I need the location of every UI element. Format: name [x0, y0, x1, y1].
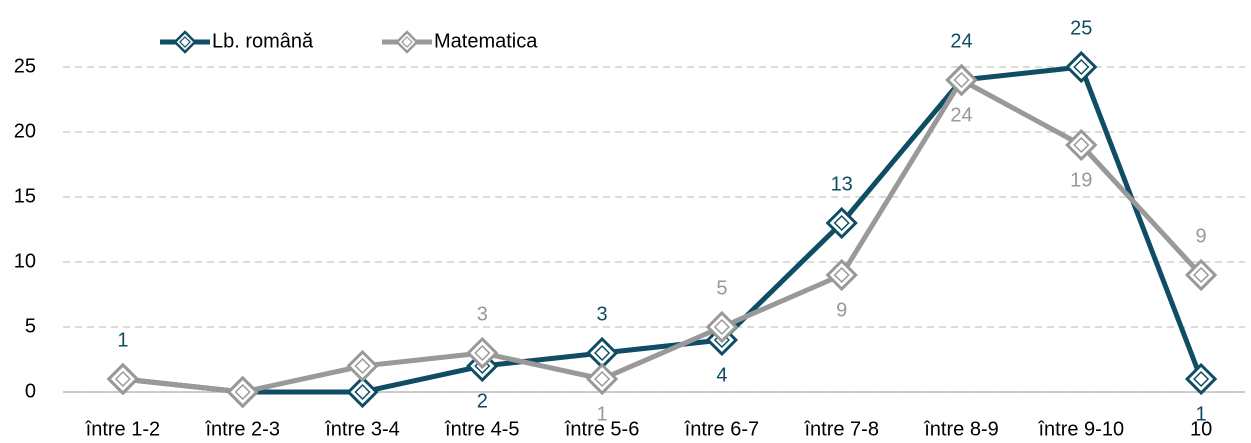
marker: [825, 258, 858, 292]
data-label: 13: [831, 173, 853, 195]
marker-inner: [833, 266, 850, 284]
marker-inner: [1193, 370, 1210, 388]
y-tick-label: 15: [14, 185, 36, 207]
marker: [106, 362, 140, 396]
marker-inner: [713, 318, 730, 336]
marker-inner: [234, 383, 251, 401]
marker: [226, 375, 259, 409]
marker: [585, 362, 619, 396]
data-label: 1: [117, 329, 128, 351]
marker-inner: [833, 214, 850, 232]
legend-label: Lb. română: [212, 30, 314, 52]
marker-inner: [1073, 58, 1090, 76]
marker-inner: [594, 370, 611, 388]
data-label: 24: [950, 104, 972, 126]
y-tick-label: 25: [14, 55, 36, 77]
marker: [945, 63, 978, 97]
marker: [346, 375, 379, 409]
legend-marker: [395, 30, 419, 54]
marker-inner: [114, 370, 131, 388]
marker: [1184, 258, 1218, 292]
legend-marker: [173, 30, 197, 54]
x-tick-label: între 5-6: [564, 418, 639, 440]
marker-inner: [1073, 136, 1090, 154]
data-label: 1: [1196, 403, 1207, 425]
x-tick-label: între 8-9: [923, 418, 998, 440]
data-label: 5: [716, 277, 727, 299]
marker-inner: [953, 71, 970, 89]
marker: [585, 336, 619, 370]
data-label: 4: [716, 364, 727, 386]
x-tick-label: între 3-4: [324, 418, 399, 440]
marker-inner: [354, 383, 371, 401]
marker: [1065, 50, 1098, 84]
data-label: 24: [950, 30, 972, 52]
data-label: 3: [597, 303, 608, 325]
data-label: 9: [1196, 225, 1207, 247]
x-tick-label: între 2-3: [204, 418, 279, 440]
y-tick-label: 0: [25, 380, 36, 402]
marker-inner: [594, 344, 611, 362]
marker: [1065, 128, 1098, 162]
data-label: 3: [477, 303, 488, 325]
x-tick-label: între 7-8: [803, 418, 878, 440]
x-tick-label: între 6-7: [684, 418, 759, 440]
data-label: 25: [1070, 17, 1092, 39]
marker: [705, 310, 739, 344]
data-label: 19: [1070, 169, 1092, 191]
marker-inner: [179, 36, 191, 48]
data-label: 9: [836, 299, 847, 321]
x-tick-label: între 4-5: [444, 418, 519, 440]
x-tick-label: între 1-2: [85, 418, 160, 440]
marker-inner: [474, 344, 491, 362]
y-tick-label: 20: [14, 120, 36, 142]
marker-inner: [401, 36, 413, 48]
legend-label: Matematica: [434, 30, 538, 52]
x-tick-label: 10: [1190, 418, 1212, 440]
marker: [346, 349, 379, 383]
data-label: 2: [477, 390, 488, 412]
marker-inner: [1193, 266, 1210, 284]
x-tick-label: între 9-10: [1037, 418, 1124, 440]
marker: [466, 336, 499, 370]
y-tick-label: 5: [25, 315, 36, 337]
y-tick-label: 10: [14, 250, 36, 272]
marker: [825, 206, 858, 240]
marker: [1184, 362, 1218, 396]
series-line: [122, 77, 1203, 395]
data-label: 1: [597, 403, 608, 425]
marker-inner: [354, 357, 371, 375]
series-line: [122, 64, 1204, 395]
